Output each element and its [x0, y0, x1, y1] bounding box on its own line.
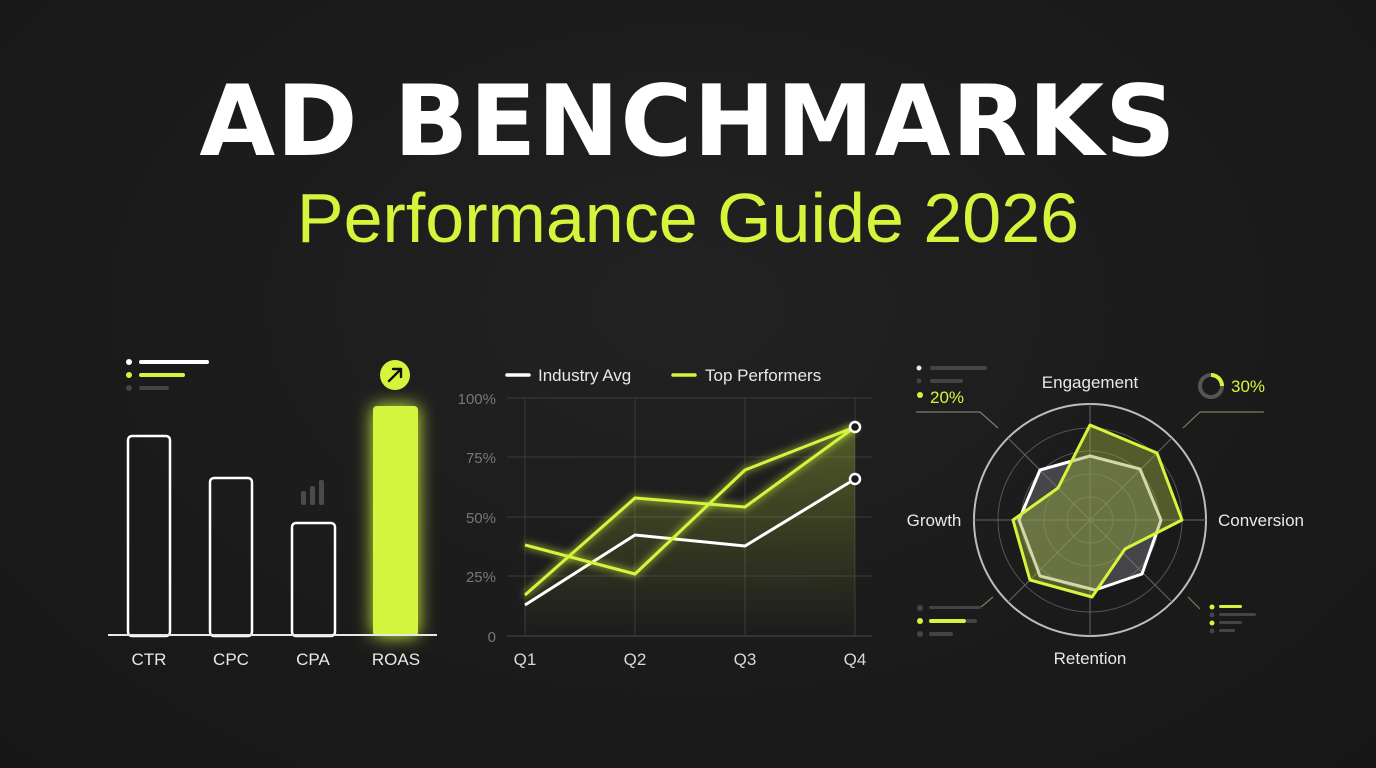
- legend-top-performers: Top Performers: [705, 366, 821, 385]
- legend-dot-white: [126, 359, 132, 365]
- line-legend: Industry Avg Top Performers: [505, 366, 821, 385]
- bar-label-ctr: CTR: [132, 650, 167, 669]
- x-axis-ticks: Q1 Q2 Q3 Q4: [514, 650, 867, 669]
- svg-text:75%: 75%: [466, 450, 496, 467]
- radar-axis-labels: Engagement Conversion Retention Growth: [907, 373, 1304, 668]
- signal-bars-icon: [301, 480, 324, 505]
- series-top-performers-alt: [524, 425, 856, 576]
- bar-ctr: [126, 434, 172, 638]
- callout-right-value: 30%: [1231, 377, 1265, 396]
- callout-left-value: 20%: [930, 388, 964, 407]
- svg-text:0: 0: [488, 629, 496, 646]
- page-title: AD BENCHMARKS: [199, 65, 1177, 179]
- bar-legend: [126, 359, 209, 391]
- series-top-performers: [524, 425, 856, 597]
- bar-roas: [373, 406, 418, 636]
- svg-text:Q1: Q1: [514, 650, 537, 669]
- bar-cpc: [208, 476, 254, 638]
- legend-line-lime: [139, 373, 185, 377]
- y-axis-ticks: 100% 75% 50% 25% 0: [458, 391, 496, 646]
- endpoint-industry-avg: [848, 472, 862, 486]
- legend-industry-avg: Industry Avg: [538, 366, 631, 385]
- legend-dot-grey: [126, 385, 132, 391]
- svg-text:25%: 25%: [466, 569, 496, 586]
- legend-dot-lime: [126, 372, 132, 378]
- endpoint-top-performers: [848, 420, 862, 434]
- page-subtitle: Performance Guide 2026: [296, 179, 1080, 257]
- bar-chart: CTR CPC CPA ROAS: [108, 359, 437, 669]
- radar-spokes: [974, 404, 1206, 636]
- arrow-up-right-icon: [380, 360, 410, 390]
- svg-text:50%: 50%: [466, 510, 496, 527]
- axis-conversion: Conversion: [1218, 511, 1304, 530]
- svg-text:Q4: Q4: [844, 650, 867, 669]
- svg-text:Q3: Q3: [734, 650, 757, 669]
- axis-retention: Retention: [1054, 649, 1127, 668]
- radar-legend-bottom-left: [917, 596, 994, 637]
- radar-chart: 20% 30%: [907, 365, 1304, 668]
- axis-engagement: Engagement: [1042, 373, 1139, 392]
- glow-area: [525, 427, 855, 636]
- progress-ring-icon: 30%: [1182, 373, 1265, 429]
- legend-line-white: [139, 360, 209, 364]
- radar-legend-bottom-right: [1187, 596, 1256, 634]
- legend-line-grey: [139, 386, 169, 390]
- bar-label-cpa: CPA: [296, 650, 330, 669]
- svg-text:Q2: Q2: [624, 650, 647, 669]
- radar-legend-top-left: 20%: [916, 365, 999, 429]
- series-industry-avg: [524, 477, 856, 607]
- bar-label-roas: ROAS: [372, 650, 420, 669]
- axis-growth: Growth: [907, 511, 962, 530]
- radar-series-top: [1011, 423, 1184, 599]
- bar-cpa: [290, 521, 337, 638]
- svg-text:100%: 100%: [458, 391, 496, 408]
- bar-label-cpc: CPC: [213, 650, 249, 669]
- line-chart: Industry Avg Top Performers 100% 75% 50%…: [458, 366, 872, 669]
